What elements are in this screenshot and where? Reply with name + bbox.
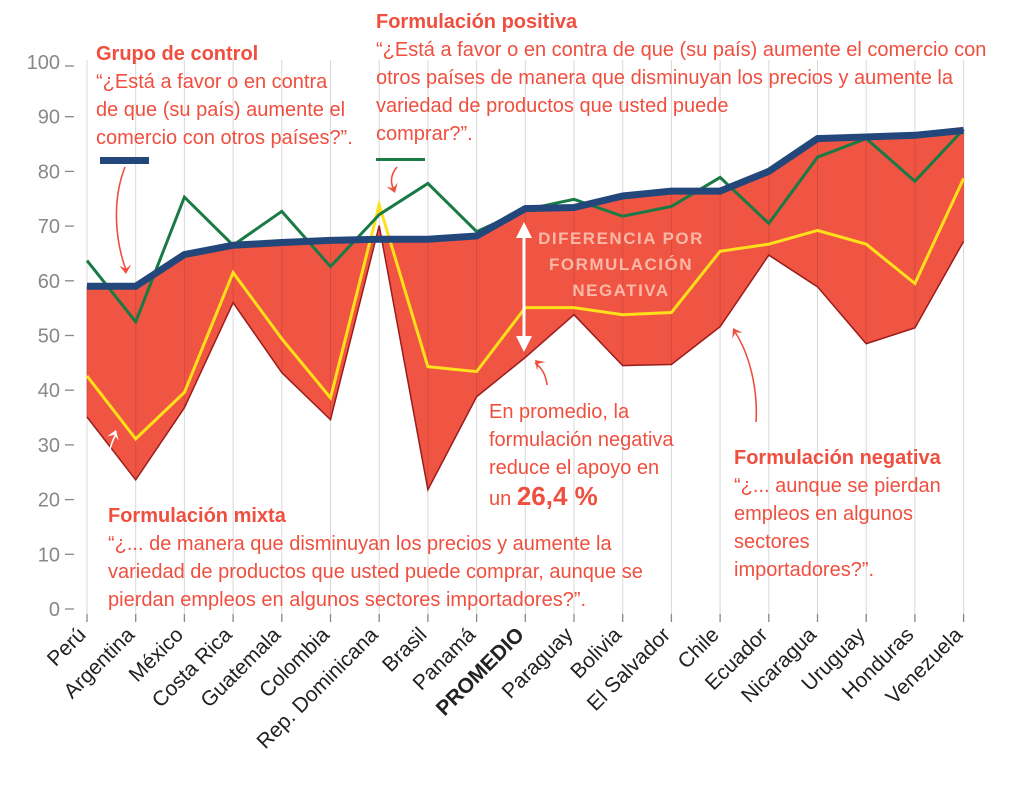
- annotation-promedio-value: 26,4 %: [516, 481, 598, 511]
- annotation-positiva-line: otros países de manera que disminuyan lo…: [376, 67, 953, 89]
- annotation-promedio: En promedio, la formulación negativa red…: [489, 398, 729, 513]
- annotation-negativa-title: Formulación negativa: [734, 447, 941, 469]
- y-tick-label: 80: [38, 161, 60, 183]
- y-tick-label: 60: [38, 271, 60, 293]
- arrow-negativa: [734, 331, 758, 423]
- annotation-control-title: Grupo de control: [96, 43, 259, 65]
- arrow-mixta-head: [107, 430, 119, 441]
- annotation-positiva-line: “¿Está a favor o en contra de que (su pa…: [376, 39, 987, 61]
- annotation-positiva-title: Formulación positiva: [376, 11, 578, 33]
- y-tick-label: 50: [38, 326, 60, 348]
- y-tick-label: 70: [38, 216, 60, 238]
- annotation-control: Grupo de control “¿Está a favor o en con…: [96, 40, 376, 152]
- arrow-mixta: [107, 433, 117, 486]
- y-tick-label: 20: [38, 490, 60, 512]
- y-tick-label: 40: [38, 380, 60, 402]
- arrow-control-head: [119, 264, 132, 274]
- difference-arrow-up: [516, 222, 532, 238]
- annotation-mixta-title: Formulación mixta: [108, 505, 286, 527]
- annotation-control-line: comercio con otros países?”.: [96, 127, 353, 149]
- difference-label-line: FORMULACIÓN: [549, 255, 693, 274]
- annotation-negativa-line: empleos en algunos: [734, 503, 914, 525]
- annotation-control-line: “¿Está a favor o en contra: [96, 71, 328, 93]
- annotation-promedio-line: formulación negativa: [489, 429, 674, 451]
- difference-arrow-down: [516, 336, 532, 352]
- annotation-arrows: [100, 157, 758, 486]
- y-tick-label: 0: [49, 599, 60, 621]
- arrow-positiva-head: [386, 182, 398, 193]
- arrow-promedio-head: [535, 360, 546, 371]
- annotation-mixta-line: variedad de productos que usted puede co…: [108, 561, 643, 583]
- annotation-negativa-line: sectores: [734, 531, 810, 553]
- annotation-promedio-line: En promedio, la: [489, 401, 630, 423]
- arrow-control: [115, 166, 127, 271]
- annotation-mixta-line: “¿... de manera que disminuyan los preci…: [108, 533, 612, 555]
- annotation-mixta: Formulación mixta “¿... de manera que di…: [108, 502, 708, 614]
- y-tick-label: 90: [38, 107, 60, 129]
- annotation-mixta-line: pierdan empleos en algunos sectores impo…: [108, 589, 587, 611]
- difference-label-line: NEGATIVA: [572, 281, 669, 300]
- annotation-negativa-line: “¿... aunque se pierdan: [734, 475, 941, 497]
- annotation-negativa: Formulación negativa “¿... aunque se pie…: [734, 444, 984, 584]
- y-tick-label: 100: [27, 52, 60, 74]
- y-tick-label: 30: [38, 435, 60, 457]
- annotation-positiva: Formulación positiva “¿Está a favor o en…: [376, 8, 1026, 148]
- arrow-negativa-head: [732, 328, 743, 339]
- y-tick-label: 10: [38, 544, 60, 566]
- annotation-negativa-line: importadores?”.: [734, 559, 875, 581]
- annotation-promedio-prefix: un: [489, 488, 517, 510]
- annotation-positiva-line: variedad de productos que usted puede: [376, 95, 729, 117]
- y-axis: 0 10 20 30 40 50 60 70 80 90 100: [27, 52, 74, 621]
- annotation-control-line: de que (su país) aumente el: [96, 99, 346, 121]
- annotation-positiva-line: comprar?”.: [376, 123, 473, 145]
- legend-swatch-control: [100, 157, 149, 164]
- difference-label-line: DIFERENCIA POR: [538, 229, 704, 248]
- legend-swatch-positiva: [376, 158, 425, 161]
- annotation-promedio-line: reduce el apoyo en: [489, 457, 660, 479]
- difference-label: DIFERENCIA POR FORMULACIÓN NEGATIVA: [516, 222, 704, 352]
